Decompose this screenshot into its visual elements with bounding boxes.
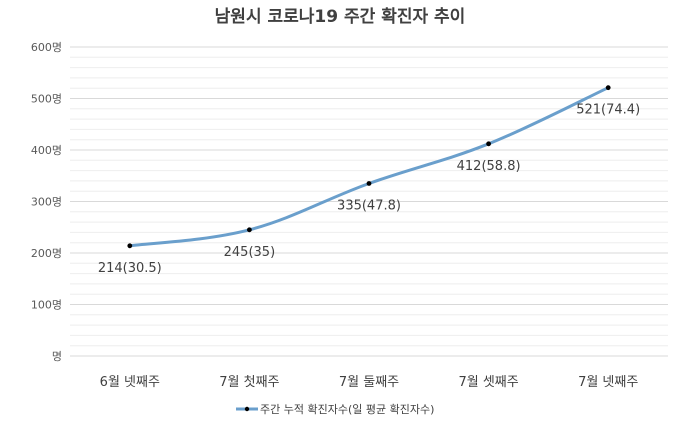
y-tick-label: 300명 — [31, 196, 62, 209]
series-layer: 214(30.5) 245(35) 335(47.8) 412(58.8) 521(74… — [98, 85, 640, 276]
data-point — [486, 141, 491, 147]
data-label: 412(58.8) — [457, 159, 521, 174]
x-category-label: 7월 넷째주 — [578, 375, 638, 390]
y-tick-label: 100명 — [31, 299, 62, 312]
y-tick-label: 600명 — [31, 41, 62, 54]
data-point — [605, 85, 611, 91]
data-point — [247, 227, 252, 233]
data-label: 335(47.8) — [337, 198, 401, 213]
data-point — [127, 243, 133, 249]
legend-marker-swatch — [244, 406, 250, 412]
legend: 주간 누적 확진자수(일 평균 확진자수) — [236, 402, 434, 416]
data-point — [366, 181, 372, 186]
data-label: 245(35) — [224, 245, 276, 260]
y-tick-label: 400명 — [31, 144, 62, 157]
y-tick-label: 500명 — [31, 93, 62, 106]
x-category-label: 7월 둘째주 — [339, 375, 399, 390]
x-category-label: 7월 셋째주 — [458, 375, 518, 390]
data-label: 214(30.5) — [98, 261, 162, 276]
y-axis-ticks: 명 100명 200명 300명 400명 500명 600명 — [31, 41, 62, 363]
legend-label: 주간 누적 확진자수(일 평균 확진자수) — [260, 402, 434, 416]
chart-title: 남원시 코로나19 주간 확진자 추이 — [215, 7, 466, 27]
x-category-label: 7월 첫째주 — [219, 375, 279, 390]
data-label: 521(74.4) — [576, 103, 640, 118]
x-axis-categories: 6월 넷째주 7월 첫째주 7월 둘째주 7월 셋째주 7월 넷째주 — [100, 375, 639, 390]
x-category-label: 6월 넷째주 — [100, 375, 160, 390]
y-tick-label: 명 — [52, 350, 62, 363]
y-tick-label: 200명 — [31, 247, 62, 260]
